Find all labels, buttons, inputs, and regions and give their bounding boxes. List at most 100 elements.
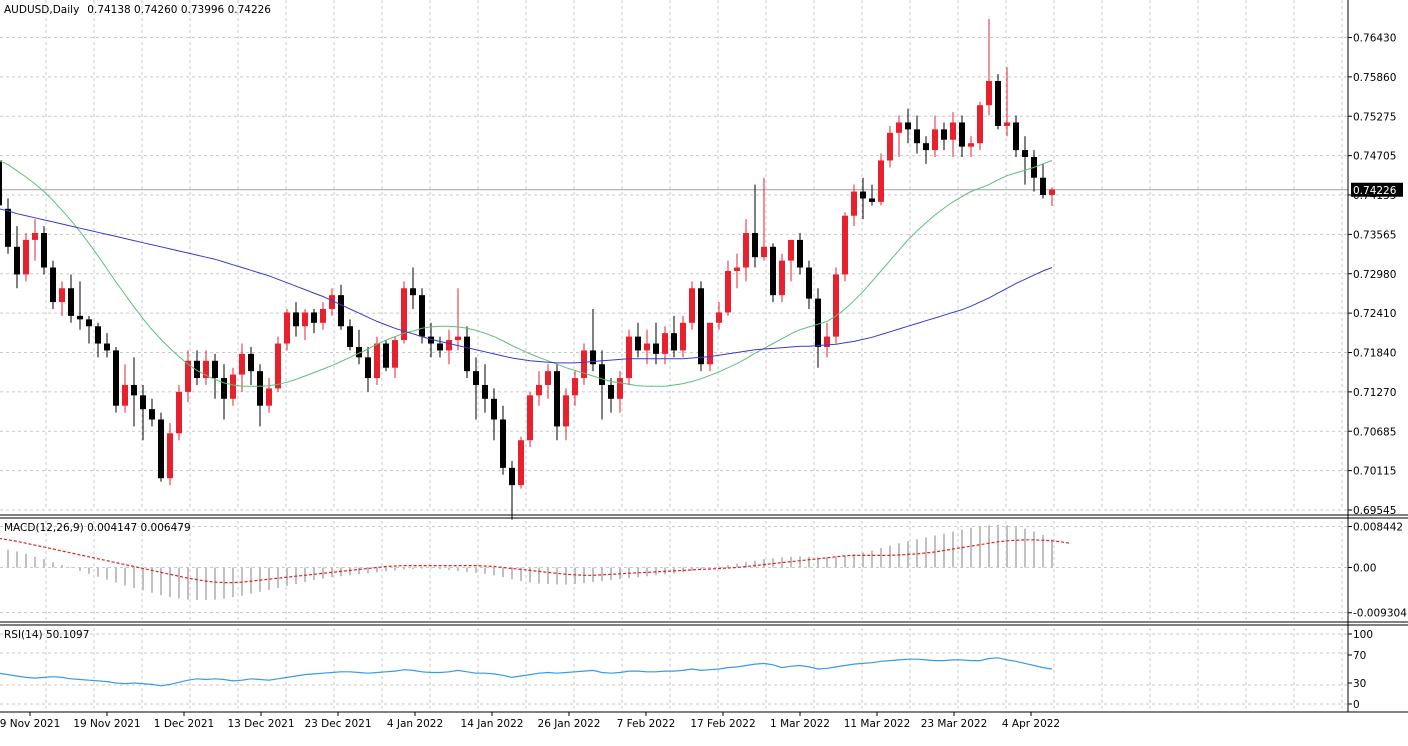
- candle[interactable]: [230, 367, 236, 406]
- candle[interactable]: [95, 322, 101, 358]
- candle[interactable]: [977, 101, 983, 151]
- candle[interactable]: [923, 136, 929, 164]
- candle[interactable]: [617, 371, 623, 413]
- candle[interactable]: [239, 343, 245, 392]
- candle[interactable]: [536, 371, 542, 406]
- candle[interactable]: [635, 322, 641, 358]
- candle[interactable]: [752, 184, 758, 268]
- candle[interactable]: [914, 115, 920, 154]
- candle[interactable]: [419, 288, 425, 344]
- candle[interactable]: [572, 371, 578, 406]
- candle[interactable]: [140, 384, 146, 441]
- candle[interactable]: [563, 388, 569, 441]
- candle[interactable]: [770, 243, 776, 303]
- candle[interactable]: [590, 308, 596, 372]
- candle[interactable]: [905, 108, 911, 144]
- candle[interactable]: [293, 302, 299, 337]
- candle[interactable]: [734, 253, 740, 289]
- candle[interactable]: [1013, 115, 1019, 158]
- rsi-panel[interactable]: [0, 657, 1053, 687]
- candle[interactable]: [707, 322, 713, 372]
- candle[interactable]: [1031, 150, 1037, 192]
- candle[interactable]: [869, 184, 875, 206]
- candle[interactable]: [32, 219, 38, 261]
- candle[interactable]: [86, 315, 92, 344]
- candle[interactable]: [554, 364, 560, 441]
- candle[interactable]: [356, 329, 362, 365]
- candle[interactable]: [257, 364, 263, 427]
- candle[interactable]: [122, 364, 128, 413]
- candle[interactable]: [932, 115, 938, 158]
- candle[interactable]: [158, 412, 164, 482]
- candle[interactable]: [1022, 136, 1028, 185]
- candle[interactable]: [851, 184, 857, 227]
- candle[interactable]: [338, 284, 344, 330]
- candle[interactable]: [815, 288, 821, 368]
- candle[interactable]: [455, 288, 461, 351]
- candle[interactable]: [302, 308, 308, 341]
- candle[interactable]: [842, 212, 848, 282]
- candle[interactable]: [176, 384, 182, 441]
- candle[interactable]: [689, 281, 695, 330]
- candle[interactable]: [653, 322, 659, 365]
- candle[interactable]: [824, 322, 830, 358]
- candle[interactable]: [311, 308, 317, 334]
- candle[interactable]: [833, 267, 839, 344]
- candle[interactable]: [968, 136, 974, 158]
- candle[interactable]: [581, 343, 587, 385]
- candle[interactable]: [986, 18, 992, 116]
- candle[interactable]: [491, 388, 497, 441]
- candle[interactable]: [527, 391, 533, 448]
- candle[interactable]: [221, 364, 227, 420]
- candle[interactable]: [149, 398, 155, 427]
- candle[interactable]: [59, 281, 65, 316]
- candle[interactable]: [437, 336, 443, 358]
- candle[interactable]: [500, 405, 506, 475]
- candle[interactable]: [1049, 187, 1055, 207]
- candle[interactable]: [320, 302, 326, 330]
- candle[interactable]: [797, 232, 803, 275]
- price-panel[interactable]: [0, 18, 1348, 520]
- candle[interactable]: [77, 281, 83, 330]
- candle[interactable]: [266, 378, 272, 413]
- candle[interactable]: [0, 143, 2, 209]
- candle[interactable]: [698, 281, 704, 372]
- candle[interactable]: [959, 115, 965, 158]
- candle[interactable]: [68, 274, 74, 323]
- candle[interactable]: [41, 226, 47, 275]
- candle[interactable]: [662, 326, 668, 365]
- candle[interactable]: [329, 288, 335, 316]
- candle[interactable]: [212, 353, 218, 399]
- candle[interactable]: [365, 346, 371, 392]
- candle[interactable]: [104, 333, 110, 358]
- candle[interactable]: [518, 436, 524, 489]
- candle[interactable]: [608, 378, 614, 413]
- candle[interactable]: [545, 364, 551, 399]
- candle[interactable]: [806, 260, 812, 309]
- candle[interactable]: [347, 319, 353, 351]
- candle[interactable]: [1004, 67, 1010, 137]
- candle[interactable]: [680, 315, 686, 358]
- candle[interactable]: [626, 329, 632, 385]
- candle[interactable]: [671, 315, 677, 358]
- candle[interactable]: [788, 239, 794, 282]
- candle[interactable]: [509, 460, 515, 520]
- candle[interactable]: [185, 350, 191, 403]
- candle[interactable]: [446, 329, 452, 365]
- candle[interactable]: [860, 177, 866, 220]
- candle[interactable]: [167, 422, 173, 486]
- candle[interactable]: [131, 357, 137, 427]
- candle[interactable]: [5, 198, 11, 254]
- candle[interactable]: [887, 125, 893, 168]
- candle[interactable]: [113, 346, 119, 413]
- candle[interactable]: [428, 322, 434, 358]
- candle[interactable]: [950, 112, 956, 158]
- candle[interactable]: [941, 122, 947, 151]
- candle[interactable]: [473, 357, 479, 420]
- candle[interactable]: [716, 302, 722, 330]
- candle[interactable]: [464, 326, 470, 379]
- candle[interactable]: [1040, 163, 1046, 199]
- candle[interactable]: [50, 260, 56, 309]
